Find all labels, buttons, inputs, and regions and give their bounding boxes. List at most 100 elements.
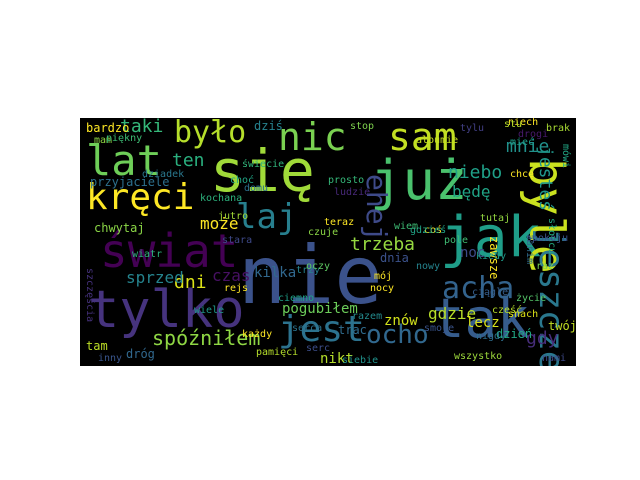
word-75: gdzieś bbox=[410, 225, 447, 236]
word-102: czuje bbox=[308, 227, 339, 238]
word-37: nikt bbox=[320, 351, 354, 366]
word-61: trac bbox=[338, 323, 367, 337]
word-43: dziś bbox=[254, 119, 283, 133]
word-81: życie bbox=[516, 293, 547, 304]
word-58: nami bbox=[542, 353, 567, 364]
word-107: stop bbox=[350, 121, 375, 132]
word-63: snach bbox=[508, 309, 539, 320]
word-68: niech bbox=[508, 118, 539, 128]
word-100: stara bbox=[222, 235, 253, 246]
word-64: jutro bbox=[218, 211, 249, 222]
word-62: serc bbox=[306, 343, 331, 354]
word-11: jest bbox=[278, 309, 365, 350]
word-66: pamięci bbox=[256, 347, 299, 358]
word-41: dzień bbox=[496, 327, 533, 341]
word-21: niebo bbox=[448, 162, 503, 183]
word-5: tylko bbox=[88, 280, 245, 340]
word-32: noc bbox=[460, 245, 486, 261]
word-94: ciemno bbox=[278, 293, 315, 304]
word-28: może bbox=[200, 214, 239, 233]
word-31: przyjaciele bbox=[90, 175, 170, 189]
word-72: słońcu bbox=[546, 218, 557, 255]
word-78: spokoju bbox=[526, 233, 569, 244]
word-9: sam bbox=[388, 118, 457, 159]
word-47: tutaj bbox=[480, 213, 511, 224]
word-99: wiatr bbox=[132, 249, 163, 260]
word-6: świat bbox=[100, 224, 239, 278]
word-36: czas bbox=[212, 266, 251, 285]
word-46: coś bbox=[424, 225, 443, 236]
word-0: nie bbox=[238, 229, 383, 322]
word-16: acha bbox=[442, 271, 515, 306]
word-96: teraz bbox=[324, 217, 355, 228]
word-86: wiem bbox=[394, 221, 419, 232]
word-91: chcę bbox=[510, 169, 535, 180]
word-54: tam bbox=[86, 339, 108, 353]
word-18: ocho bbox=[366, 320, 429, 350]
word-23: będę bbox=[452, 182, 491, 201]
word-52: piękny bbox=[106, 133, 143, 144]
word-57: nigdy bbox=[476, 331, 507, 342]
word-90: tylu bbox=[460, 123, 485, 134]
word-87: brak bbox=[546, 123, 571, 134]
word-50: mam bbox=[94, 135, 113, 146]
word-1: się bbox=[210, 137, 315, 205]
word-13: było bbox=[174, 118, 247, 150]
word-79: szczęścia bbox=[84, 268, 95, 323]
word-77: dziadek bbox=[142, 169, 185, 180]
word-48: świecie bbox=[242, 159, 285, 170]
word-65: kochana bbox=[200, 193, 243, 204]
word-14: laj bbox=[236, 197, 298, 237]
word-89: prosto bbox=[328, 175, 365, 186]
word-19: spóźniłem bbox=[152, 326, 261, 350]
word-22: mnie bbox=[506, 136, 550, 157]
word-106: pole bbox=[444, 235, 469, 246]
word-8: kręci bbox=[86, 177, 195, 218]
word-40: kilka bbox=[254, 265, 297, 281]
word-30: sprzed bbox=[126, 268, 184, 287]
word-26: taki bbox=[120, 118, 164, 137]
word-4: tak bbox=[432, 287, 530, 350]
word-83: serca bbox=[292, 323, 323, 334]
word-103: mówi bbox=[560, 144, 571, 169]
word-45: twój bbox=[548, 319, 576, 333]
word-51: bardzo bbox=[86, 121, 130, 135]
word-55: inny bbox=[98, 353, 123, 364]
word-42: dnia bbox=[380, 251, 409, 265]
word-93: domu bbox=[244, 183, 269, 194]
word-82: nocy bbox=[370, 283, 395, 294]
word-15: ehej bbox=[360, 174, 393, 242]
word-25: jesteś bbox=[535, 146, 556, 212]
word-12: nic bbox=[278, 118, 347, 159]
word-59: każdy bbox=[242, 329, 273, 340]
word-20: trzeba bbox=[350, 234, 416, 255]
word-67: drogi bbox=[518, 129, 549, 140]
word-70: stu bbox=[504, 119, 523, 130]
word-104: ciągle bbox=[472, 287, 509, 298]
word-105: wiele bbox=[194, 305, 225, 316]
word-29: dni bbox=[174, 272, 207, 293]
word-71: mieć bbox=[510, 137, 535, 148]
word-101: ludzie bbox=[334, 187, 371, 198]
word-60: siebie bbox=[342, 355, 379, 366]
word-35: lecz bbox=[466, 315, 500, 331]
word-56: wszystko bbox=[454, 351, 503, 362]
word-74: mój bbox=[374, 271, 393, 282]
word-97: smoje bbox=[424, 323, 455, 334]
word-73: trzy bbox=[296, 265, 321, 276]
word-98: razem bbox=[352, 311, 383, 322]
word-85: oczy bbox=[306, 261, 331, 272]
word-7: lat bbox=[86, 136, 162, 185]
word-88: zanim bbox=[524, 234, 535, 265]
word-27: ten bbox=[172, 150, 205, 171]
word-24: gdy bbox=[526, 328, 559, 349]
word-17: jeszcze bbox=[531, 228, 571, 366]
word-44: zawsze bbox=[487, 236, 501, 280]
word-2: już bbox=[370, 149, 468, 212]
word-53: dróg bbox=[126, 347, 155, 361]
word-95: raz bbox=[536, 261, 555, 272]
word-cloud-image: nie się już jak tak tylko świat lat kręci sam byle… bbox=[80, 118, 576, 366]
word-33: gdzie bbox=[428, 304, 477, 323]
word-69: albumie bbox=[416, 135, 459, 146]
word-84: nowy bbox=[416, 261, 441, 272]
